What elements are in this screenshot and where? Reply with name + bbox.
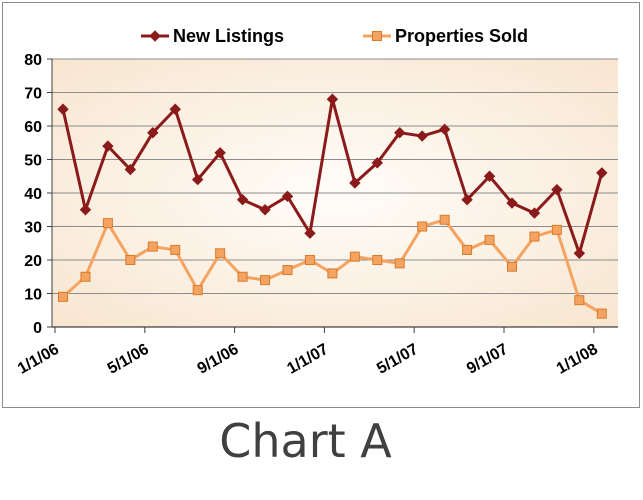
data-point [371, 157, 384, 169]
data-point [102, 218, 113, 229]
legend-item: New Listings [141, 26, 284, 46]
data-point [349, 177, 361, 189]
y-axis: 0 10 20 30 40 50 60 70 80 [24, 52, 53, 337]
x-tick-label: 9/1/07 [464, 341, 511, 378]
legend-label: New Listings [173, 26, 284, 46]
data-point [57, 103, 69, 115]
data-point [528, 207, 541, 219]
x-tick-label: 1/1/07 [284, 341, 331, 378]
y-tick-label: 0 [33, 320, 42, 337]
chart-caption: Chart A [219, 414, 392, 468]
data-point [506, 197, 518, 209]
data-point [282, 265, 293, 276]
data-point [349, 251, 360, 262]
y-tick-label: 10 [24, 287, 42, 304]
data-point [416, 130, 428, 142]
data-point [58, 291, 68, 302]
data-point [551, 183, 563, 196]
data-point [439, 214, 450, 225]
data-point [596, 167, 608, 179]
data-point [574, 295, 585, 306]
y-tick-label: 50 [24, 153, 42, 170]
data-point [483, 170, 496, 182]
data-point [80, 271, 91, 282]
x-tick-label: 1/1/06 [15, 341, 62, 378]
data-point [169, 103, 181, 115]
data-point [573, 247, 586, 260]
data-point [304, 227, 316, 239]
line-chart: New Listings Properties Sold 0 10 20 30 40 50 6… [15, 26, 618, 378]
legend-label: Properties Sold [395, 26, 528, 46]
data-point [372, 255, 383, 265]
data-point [215, 248, 226, 259]
legend-marker [372, 31, 382, 41]
data-point [462, 244, 473, 255]
data-point [79, 204, 92, 216]
y-tick-label: 40 [24, 186, 42, 203]
data-point [236, 193, 249, 206]
legend-item: Properties Sold [363, 26, 528, 46]
data-point [461, 193, 473, 206]
data-point [214, 147, 226, 159]
series-new-listings [57, 93, 608, 260]
data-point [191, 173, 204, 186]
data-point [417, 221, 428, 232]
data-point [529, 231, 540, 242]
x-tick-label: 5/1/06 [105, 341, 152, 378]
y-tick-label: 30 [24, 220, 42, 237]
y-tick-label: 70 [24, 86, 42, 103]
x-tick-label: 5/1/07 [374, 341, 421, 378]
data-point [304, 255, 315, 265]
data-point [147, 126, 159, 139]
data-point [507, 261, 517, 272]
data-point [260, 275, 271, 286]
chart-frame: New Listings Properties Sold 0 10 20 30 40 50 6… [2, 2, 640, 408]
x-tick-label: 1/1/08 [554, 341, 601, 378]
series-properties-sold [58, 214, 607, 319]
data-point [192, 285, 203, 296]
data-point [259, 204, 271, 216]
y-tick-label: 80 [24, 52, 42, 69]
y-tick-label: 60 [24, 119, 42, 136]
data-point [394, 258, 405, 269]
data-point [125, 255, 136, 265]
data-point [147, 241, 158, 252]
data-point [596, 308, 607, 319]
x-tick-label: 9/1/06 [195, 341, 242, 378]
data-point [327, 268, 338, 279]
data-point [170, 244, 181, 255]
data-point [484, 234, 495, 245]
y-tick-label: 20 [24, 253, 42, 270]
data-point [394, 126, 406, 139]
legend: New Listings Properties Sold [141, 26, 528, 46]
data-point [326, 93, 339, 105]
x-axis: 1/1/06 5/1/06 9/1/06 1/1/07 5/1/07 9/1/07 1/1/… [15, 326, 618, 378]
data-point [124, 163, 137, 176]
data-point [438, 123, 451, 136]
series-layer [57, 93, 608, 319]
data-point [281, 190, 294, 203]
data-point [551, 224, 562, 235]
legend-marker [149, 30, 161, 42]
data-point [237, 271, 248, 282]
data-point [102, 140, 114, 152]
